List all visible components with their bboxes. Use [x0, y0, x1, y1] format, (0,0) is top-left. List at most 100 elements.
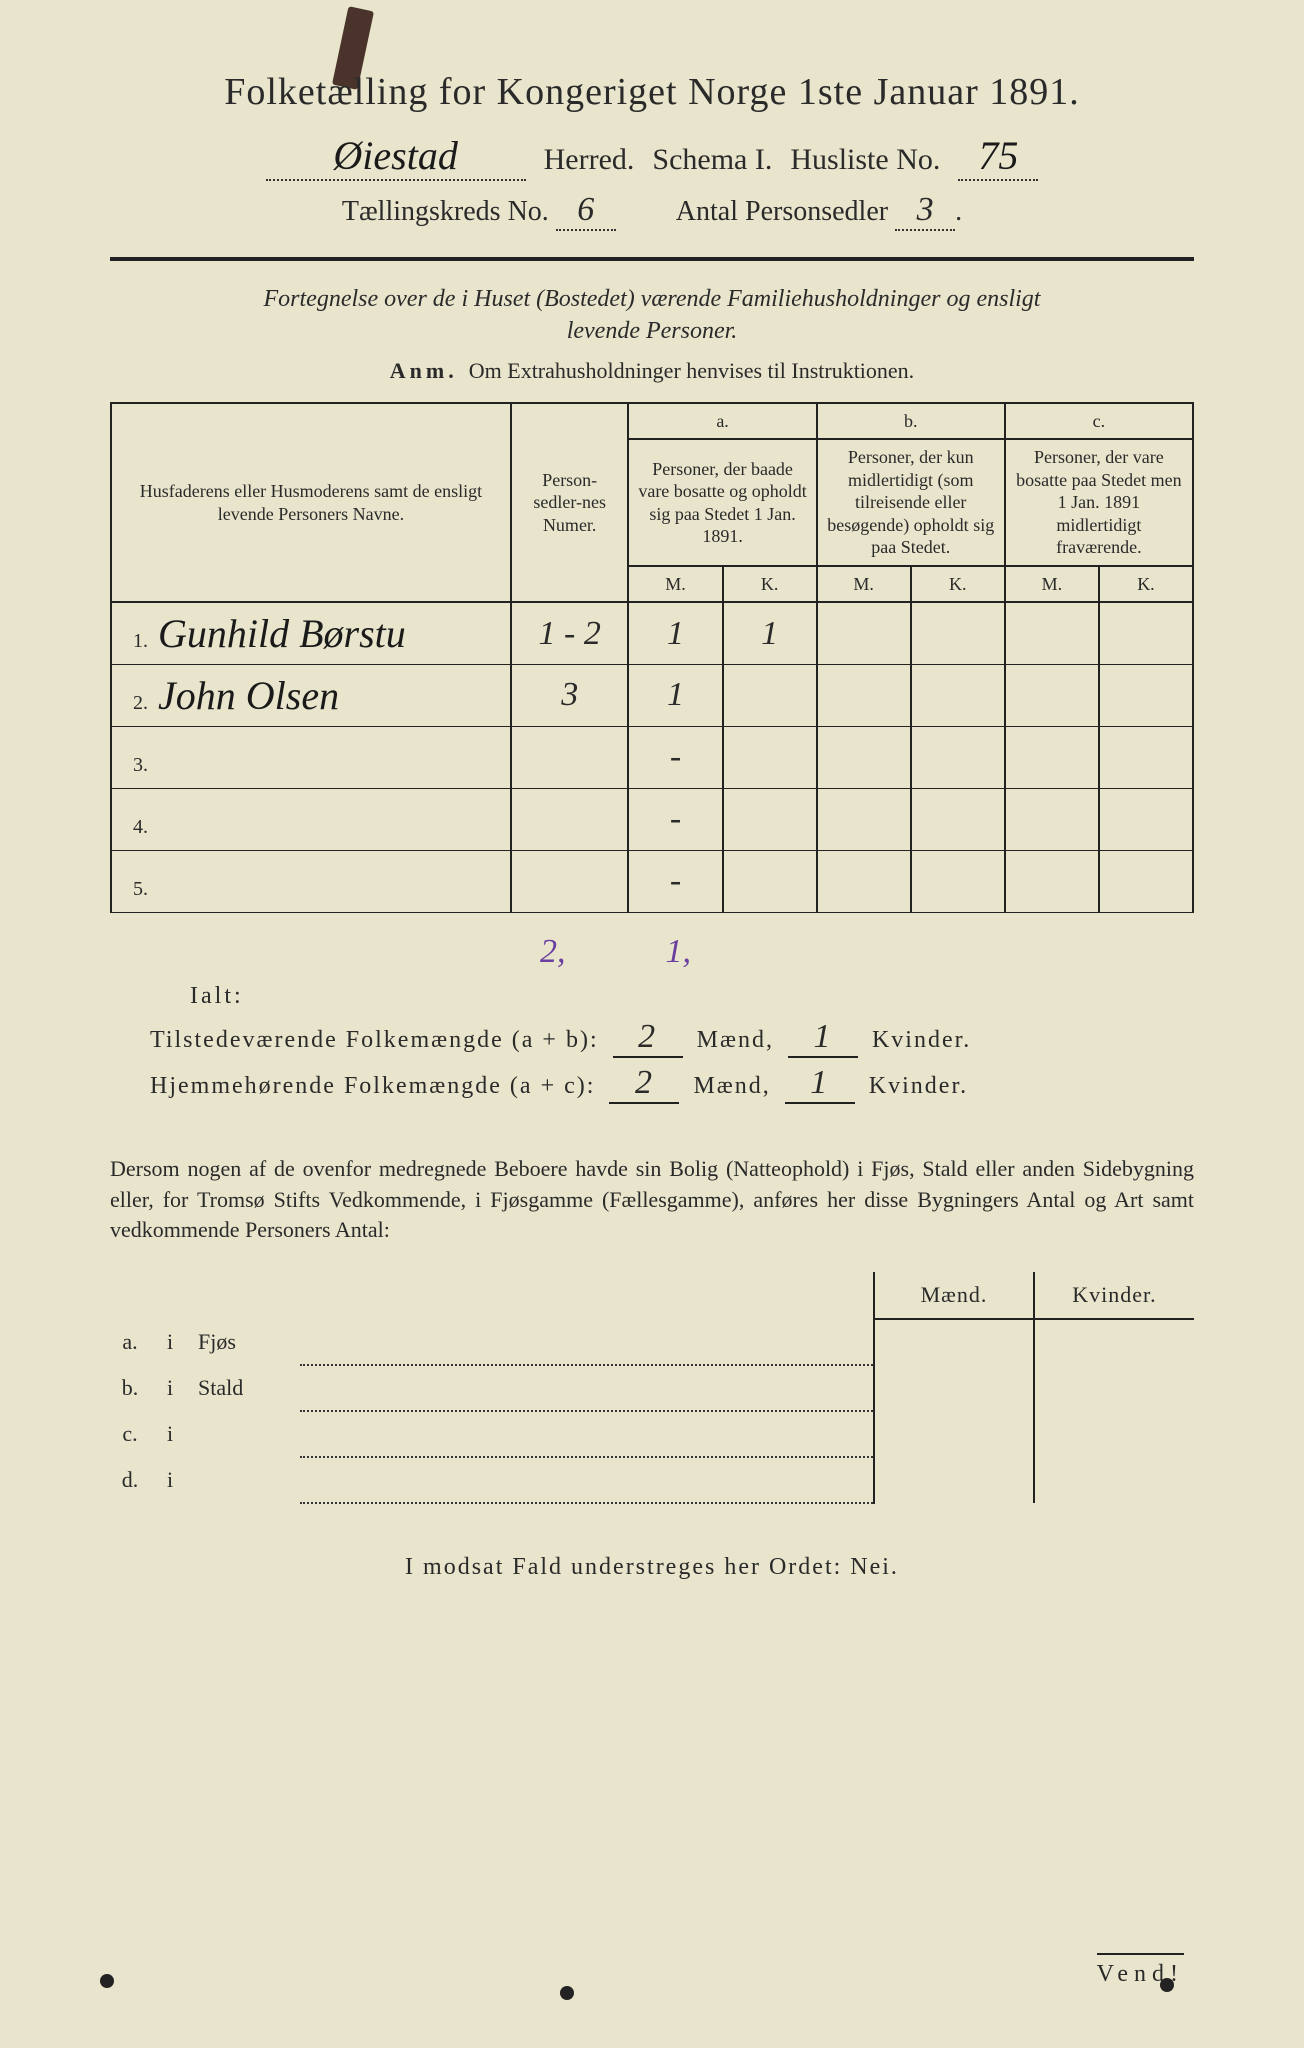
herred-label: Herred.: [544, 143, 635, 177]
sub-table: Mænd. Kvinder. a.iFjøsb.iStaldc.id.i: [110, 1272, 1194, 1504]
sub-kind: [190, 1411, 300, 1457]
cell-am: -: [628, 788, 722, 850]
table-row: 2.John Olsen31: [111, 664, 1193, 726]
tilstede-label: Tilstedeværende Folkemængde (a + b):: [150, 1027, 599, 1054]
th-a: Personer, der baade vare bosatte og opho…: [628, 439, 816, 566]
sub-k: [1034, 1411, 1194, 1457]
cell-ck: [1099, 664, 1193, 726]
sub-i: i: [150, 1457, 190, 1503]
cell-cm: [1005, 664, 1099, 726]
sub-k: [1034, 1365, 1194, 1411]
hjemme-m: 2: [609, 1064, 679, 1104]
sub-row: b.iStald: [110, 1365, 1194, 1411]
hjemme-line: Hjemmehørende Folkemængde (a + c): 2 Mæn…: [150, 1064, 1194, 1104]
cell-ck: [1099, 726, 1193, 788]
herred-line: Øiestad Herred. Schema I. Husliste No. 7…: [110, 132, 1194, 181]
th-bm: M.: [817, 566, 911, 603]
anm-text: Om Extrahusholdninger henvises til Instr…: [469, 358, 914, 383]
herred-value: Øiestad: [266, 132, 526, 181]
cell-cm: [1005, 850, 1099, 912]
schema-label: Schema I.: [652, 143, 772, 177]
th-a-letter: a.: [628, 403, 816, 440]
antal-label: Antal Personsedler: [676, 196, 888, 227]
husliste-value: 75: [958, 132, 1038, 181]
sub-dots: [300, 1457, 874, 1503]
table-row: 1.Gunhild Børstu1 - 211: [111, 602, 1193, 664]
th-cm: M.: [1005, 566, 1099, 603]
cell-cm: [1005, 788, 1099, 850]
cell-bk: [911, 850, 1005, 912]
paragraph: Dersom nogen af de ovenfor medregnede Be…: [110, 1154, 1194, 1246]
sub-dots: [300, 1365, 874, 1411]
cell-num: 1 - 2: [511, 602, 629, 664]
th-bk: K.: [911, 566, 1005, 603]
sub-k: [1034, 1457, 1194, 1503]
th-c: Personer, der vare bosatte paa Stedet me…: [1005, 439, 1193, 566]
th-am: M.: [628, 566, 722, 603]
sub-i: i: [150, 1319, 190, 1365]
cell-ak: 1: [723, 602, 817, 664]
th-ak: K.: [723, 566, 817, 603]
vend-label: Vend!: [1097, 1953, 1184, 1988]
ialt-label: Ialt:: [190, 983, 1194, 1010]
cell-name: 1.Gunhild Børstu: [111, 602, 511, 664]
intro-text: Fortegnelse over de i Huset (Bostedet) v…: [110, 283, 1194, 348]
cell-name: 5.: [111, 850, 511, 912]
cell-bm: [817, 788, 911, 850]
cell-num: [511, 788, 629, 850]
cell-ak: [723, 788, 817, 850]
sub-letter: a.: [110, 1319, 150, 1365]
maend-label: Mænd,: [697, 1027, 774, 1054]
nei-line: I modsat Fald understreges her Ordet: Ne…: [110, 1554, 1194, 1581]
cell-bk: [911, 726, 1005, 788]
cell-cm: [1005, 726, 1099, 788]
purple-totals: 2, 1,: [540, 933, 1194, 971]
th-b: Personer, der kun midlertidigt (som tilr…: [817, 439, 1005, 566]
cell-am: 1: [628, 602, 722, 664]
cell-bk: [911, 664, 1005, 726]
cell-bm: [817, 664, 911, 726]
kreds-value: 6: [556, 191, 616, 231]
tilstede-line: Tilstedeværende Folkemængde (a + b): 2 M…: [150, 1018, 1194, 1058]
cell-bm: [817, 726, 911, 788]
sub-maend: Mænd.: [874, 1272, 1034, 1319]
cell-bm: [817, 602, 911, 664]
cell-am: -: [628, 850, 722, 912]
table-row: 5. -: [111, 850, 1193, 912]
sub-row: a.iFjøs: [110, 1319, 1194, 1365]
th-name: Husfaderens eller Husmoderens samt de en…: [111, 403, 511, 603]
cell-name: 3.: [111, 726, 511, 788]
sub-m: [874, 1319, 1034, 1365]
sub-row: d.i: [110, 1457, 1194, 1503]
cell-num: 3: [511, 664, 629, 726]
cell-ak: [723, 664, 817, 726]
cell-name: 4.: [111, 788, 511, 850]
cell-ck: [1099, 850, 1193, 912]
cell-cm: [1005, 602, 1099, 664]
th-ck: K.: [1099, 566, 1193, 603]
kreds-label: Tællingskreds No.: [342, 196, 549, 227]
intro-line2: levende Personer.: [567, 318, 738, 344]
hjemme-k: 1: [785, 1064, 855, 1104]
sub-kind: Stald: [190, 1365, 300, 1411]
main-table: Husfaderens eller Husmoderens samt de en…: [110, 402, 1194, 913]
cell-bk: [911, 602, 1005, 664]
cell-name: 2.John Olsen: [111, 664, 511, 726]
cell-num: [511, 850, 629, 912]
kreds-line: Tællingskreds No. 6 Antal Personsedler 3…: [110, 191, 1194, 231]
husliste-label: Husliste No.: [790, 143, 940, 177]
sub-kind: [190, 1457, 300, 1503]
th-c-letter: c.: [1005, 403, 1193, 440]
intro-line1: Fortegnelse over de i Huset (Bostedet) v…: [264, 286, 1041, 312]
table-row: 4. -: [111, 788, 1193, 850]
cell-ck: [1099, 788, 1193, 850]
sub-letter: d.: [110, 1457, 150, 1503]
anm-line: Anm. Om Extrahusholdninger henvises til …: [110, 358, 1194, 384]
sub-i: i: [150, 1411, 190, 1457]
maend-label-2: Mænd,: [693, 1073, 770, 1100]
cell-bm: [817, 850, 911, 912]
sub-i: i: [150, 1365, 190, 1411]
sub-letter: c.: [110, 1411, 150, 1457]
form-title: Folketælling for Kongeriget Norge 1ste J…: [110, 70, 1194, 114]
anm-prefix: Anm.: [390, 358, 458, 383]
